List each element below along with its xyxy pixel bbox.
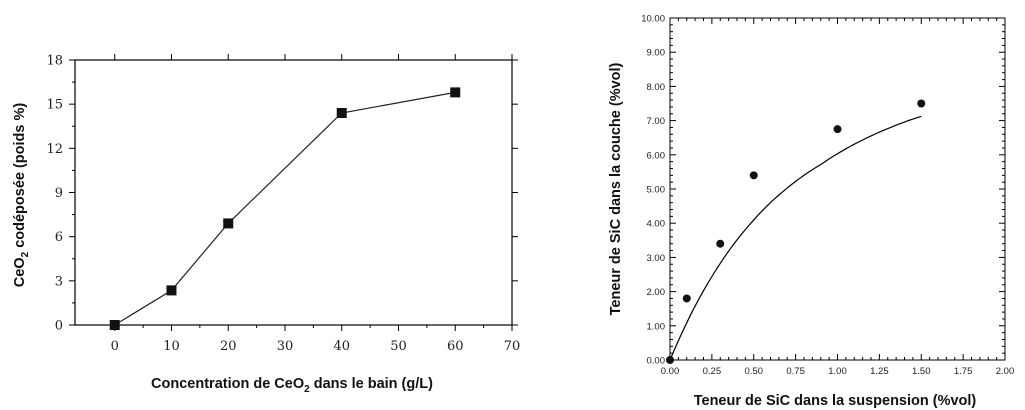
right-plot-frame <box>669 17 1006 361</box>
right-y-axis-label: Teneur de SiC dans la couche (%vol) <box>608 62 624 315</box>
left-x-tick-label-5: 50 <box>390 339 407 354</box>
right-x-tick-label-7: 1.75 <box>954 366 973 377</box>
right-data-point-4 <box>833 125 842 134</box>
right-y-tick-label-5: 5.00 <box>647 185 666 196</box>
right-data-point-2 <box>716 239 725 248</box>
left-y-tick-label-6: 18 <box>46 54 63 69</box>
right-x-tick-label-3: 0.75 <box>786 366 805 377</box>
left-x-tick-label-4: 40 <box>333 339 350 354</box>
right-x-tick-label-1: 0.25 <box>703 366 722 377</box>
right-y-tick-label-3: 3.00 <box>647 253 666 264</box>
left-plot-frame <box>74 59 513 326</box>
right-x-tick-label-6: 1.50 <box>912 366 931 377</box>
right-y-tick-label-4: 4.00 <box>647 219 666 230</box>
chart-right-sic: 0.00 0.25 0.50 0.75 1.00 1.25 1.50 1.75 2.00 0.00… <box>608 14 1014 410</box>
left-x-tick-label-3: 30 <box>277 339 294 354</box>
left-x-axis-label: Concentration de CeO2 dans le bain (g/L) <box>151 376 433 395</box>
left-y-tick-label-1: 3 <box>55 274 63 289</box>
left-y-axis-label: CeO2 codéposée (poids %) <box>12 103 31 288</box>
left-series-line <box>114 91 456 326</box>
left-x-tick-label-0: 0 <box>111 339 119 354</box>
right-data-point-5 <box>917 99 926 108</box>
chart-left-ceo2: 0 10 20 30 40 50 60 70 0 3 6 9 12 15 18 Concentration … <box>12 54 520 396</box>
right-x-tick-label-8: 2.00 <box>996 366 1015 377</box>
right-y-tick-label-9: 9.00 <box>647 48 666 59</box>
right-trend-curve <box>669 115 922 361</box>
left-y-tick-label-5: 15 <box>46 98 63 113</box>
right-ticks <box>669 17 1006 361</box>
left-x-tick-label-7: 70 <box>504 339 521 354</box>
left-y-tick-label-0: 0 <box>55 319 63 334</box>
left-x-tick-label-2: 20 <box>220 339 237 354</box>
left-y-tick-label-4: 12 <box>46 142 63 157</box>
right-tick-labels: 0.00 0.25 0.50 0.75 1.00 1.25 1.50 1.75 2.00 0.00… <box>641 14 1014 378</box>
left-x-tick-label-1: 10 <box>163 339 180 354</box>
left-series <box>109 87 461 330</box>
right-y-tick-label-1: 1.00 <box>647 321 666 332</box>
left-tick-labels: 0 10 20 30 40 50 60 70 0 3 6 9 12 15 18 <box>46 54 520 355</box>
right-x-tick-label-5: 1.25 <box>870 366 889 377</box>
right-data-point-3 <box>749 171 758 180</box>
left-x-tick-label-6: 60 <box>447 339 464 354</box>
left-data-point-4 <box>450 87 461 98</box>
right-x-tick-label-2: 0.50 <box>745 366 764 377</box>
right-x-tick-label-4: 1.00 <box>828 366 847 377</box>
right-y-tick-label-6: 6.00 <box>647 150 666 161</box>
right-y-tick-label-0: 0.00 <box>647 356 666 367</box>
right-y-tick-label-8: 8.00 <box>647 82 666 93</box>
right-x-tick-label-0: 0.00 <box>661 366 680 377</box>
left-data-point-1 <box>166 285 177 296</box>
right-x-axis-label: Teneur de SiC dans la suspension (%vol) <box>694 393 977 409</box>
right-series <box>666 99 926 364</box>
left-data-point-2 <box>223 218 234 229</box>
left-data-point-0 <box>109 320 120 330</box>
left-data-point-3 <box>336 108 347 118</box>
left-y-tick-label-3: 9 <box>55 186 63 201</box>
left-y-tick-label-2: 6 <box>55 230 63 245</box>
right-y-tick-label-7: 7.00 <box>647 116 666 127</box>
left-ticks <box>69 54 518 331</box>
right-y-tick-label-2: 2.00 <box>647 287 666 298</box>
right-data-point-1 <box>682 294 691 303</box>
right-y-tick-label-10: 10.00 <box>641 14 665 25</box>
right-data-point-0 <box>666 356 674 364</box>
